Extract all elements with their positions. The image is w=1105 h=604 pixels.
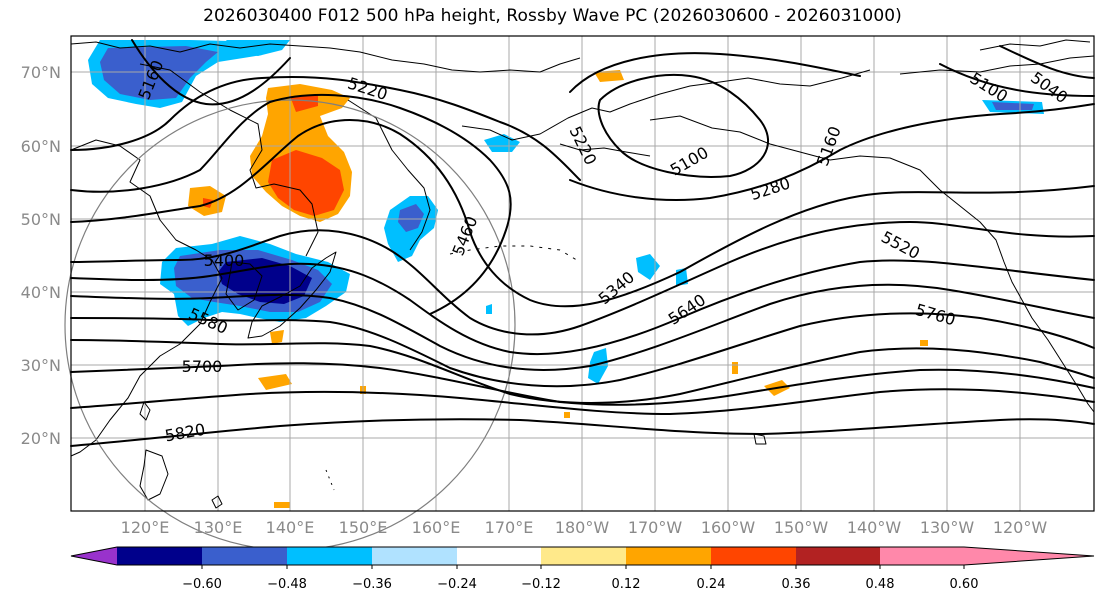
colorbar-tick-label: 0.48 (866, 577, 895, 592)
longitude-labels: 120°E 130°E 140°E 150°E 160°E 170°E 180°… (121, 518, 1048, 537)
anomaly-pos-arctic (594, 70, 624, 82)
colorbar-tick-label: 0.60 (950, 577, 979, 592)
colorbar-tick-label: −0.12 (521, 577, 561, 592)
contour-5160-arctic (569, 52, 861, 93)
lon-label: 130°W (920, 518, 975, 537)
lon-label: 180°W (555, 518, 610, 537)
lon-label: 140°E (266, 518, 315, 537)
contour-5220 (70, 75, 581, 181)
coast-aleutians (449, 245, 581, 263)
colorbar-segment (372, 547, 457, 565)
lon-label: 140°W (847, 518, 902, 537)
lon-label: 130°E (194, 518, 243, 537)
lat-label: 40°N (21, 283, 61, 302)
lat-label: 70°N (21, 63, 61, 82)
anomaly-neg-canada-arctic-core (992, 102, 1034, 110)
contour-5280-west (70, 93, 512, 315)
coast-okhotsk (139, 63, 319, 257)
lon-label: 170°W (628, 518, 683, 537)
colorbar-tick-label: −0.36 (352, 577, 392, 592)
anomaly-pos-pacific-3 (732, 362, 738, 374)
colorbar-tick-label: 0.36 (782, 577, 811, 592)
map-frame (70, 35, 1095, 512)
anomaly-neg-kamchatka-inner (398, 204, 424, 232)
coast-philippines (139, 449, 169, 501)
colorbar-tick-label: 0.12 (612, 577, 641, 592)
coast-small-island (211, 495, 223, 509)
lon-label: 160°W (701, 518, 756, 537)
chart-title: 2026030400 F012 500 hPa height, Rossby W… (203, 6, 902, 26)
colorbar-segment (71, 547, 117, 565)
colorbar: −0.60 −0.48 −0.36 −0.24 −0.12 0.12 0.24 … (70, 546, 1095, 592)
anomaly-neg-chukotka (484, 134, 520, 152)
anomaly-neg-pacific-1 (636, 254, 660, 280)
anomaly-pos-japan-south (270, 330, 284, 344)
coastlines (70, 39, 1095, 509)
contour-label: 5400 (204, 251, 245, 270)
colorbar-segment (541, 547, 626, 565)
coast-hawaii (753, 433, 767, 445)
lon-label: 150°E (339, 518, 388, 537)
lon-label: 120°W (993, 518, 1048, 537)
contour-5400 (70, 221, 1095, 336)
colorbar-ticks (201, 565, 965, 569)
colorbar-tick-label: −0.60 (182, 577, 222, 592)
latitude-labels: 70°N 60°N 50°N 40°N 30°N 20°N (21, 63, 61, 448)
contour-label: 5700 (182, 357, 223, 376)
lon-label: 170°E (485, 518, 534, 537)
anomaly-neg-siberia-inner (100, 46, 218, 100)
contour-5820 (70, 418, 1095, 447)
colorbar-segment (711, 547, 796, 565)
coast-taiwan (139, 401, 151, 421)
height-contours (70, 39, 1095, 447)
contour-5700 (70, 362, 1095, 406)
lat-label: 50°N (21, 210, 61, 229)
coast-alaska-north (461, 69, 871, 141)
colorbar-tick-label: −0.24 (437, 577, 477, 592)
coast-north-america-west (649, 115, 1095, 413)
colorbar-segment (202, 547, 287, 565)
coast-alaska-west (559, 143, 651, 157)
colorbar-segment (117, 547, 202, 565)
lat-label: 20°N (21, 429, 61, 448)
contour-5340 (70, 119, 1095, 308)
lon-label: 160°E (412, 518, 461, 537)
contour-5040 (999, 45, 1095, 79)
graticule (71, 36, 1094, 511)
colorbar-segment (457, 547, 541, 565)
anomaly-neg-pacific-4 (486, 304, 492, 314)
lat-label: 30°N (21, 356, 61, 375)
colorbar-segment (626, 547, 711, 565)
contour-5100-alaska (597, 74, 770, 178)
anomaly-pos-pacific-5 (920, 340, 928, 346)
contour-5280 (569, 103, 1095, 201)
contour-5520 (70, 283, 1095, 371)
anomaly-pos-okhotsk-inner (268, 150, 344, 216)
coast-china (70, 139, 223, 457)
anomaly-neg-pacific-3 (588, 348, 608, 384)
contour-5460 (70, 259, 1095, 355)
anomaly-pos-pacific-7 (564, 412, 570, 418)
contour-5100-canada (939, 63, 1095, 97)
colorbar-segment (796, 547, 880, 565)
colorbar-segment (880, 547, 964, 565)
lat-label: 60°N (21, 137, 61, 156)
colorbar-tick-label: 0.24 (697, 577, 726, 592)
contour-5580 (70, 312, 1095, 388)
lon-label: 120°E (121, 518, 170, 537)
colorbar-outline (70, 546, 1095, 566)
colorbar-segment (964, 547, 1094, 565)
coast-siberia-north (70, 41, 581, 73)
anomaly-pos-pacific-1 (258, 374, 292, 390)
anomaly-pos-pacific-6 (274, 502, 290, 508)
contour-5760 (70, 388, 1095, 415)
coast-japan (247, 251, 337, 339)
coast-korea (225, 261, 263, 311)
coast-canada-arctic (899, 55, 1095, 75)
lon-label: 150°W (774, 518, 829, 537)
colorbar-tick-label: −0.48 (267, 577, 307, 592)
colorbar-segment (287, 547, 372, 565)
